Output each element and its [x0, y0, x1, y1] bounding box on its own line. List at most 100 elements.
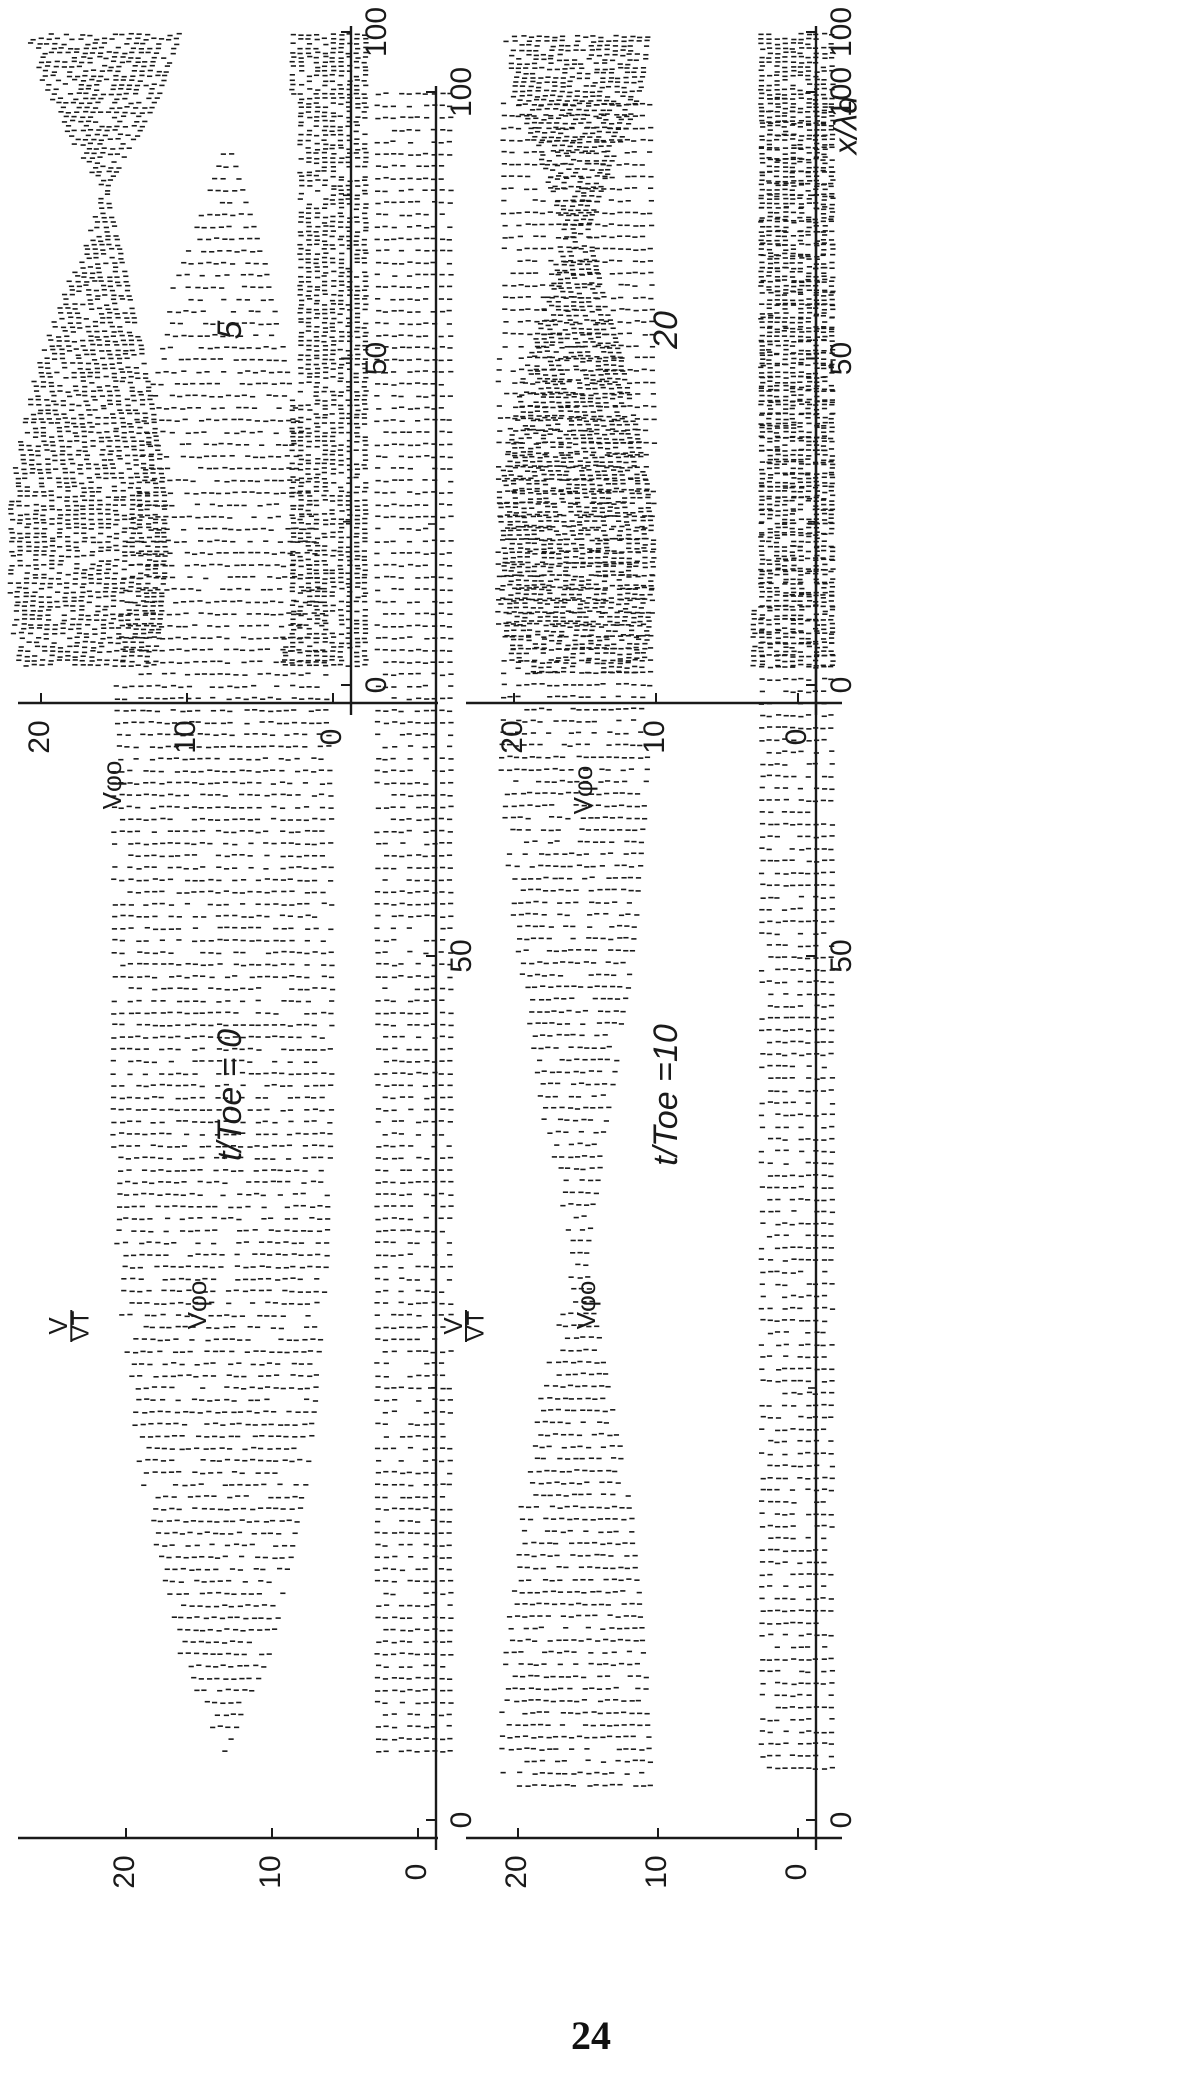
particle-dot: [183, 612, 189, 615]
particle-dot: [374, 903, 380, 905]
particle-dot: [254, 237, 260, 240]
particle-dot: [86, 467, 92, 470]
particle-dot: [54, 600, 60, 603]
particle-dot: [414, 601, 420, 603]
particle-dot: [144, 504, 151, 507]
particle-dot: [158, 383, 164, 386]
particle-dot: [391, 794, 397, 796]
particle-dot: [143, 422, 150, 425]
particle-dot: [50, 444, 56, 447]
particle-dot: [399, 1483, 405, 1486]
particle-dot: [98, 440, 105, 443]
particle-dot: [167, 987, 173, 990]
particle-dot: [161, 519, 167, 521]
particle-dot: [375, 1664, 382, 1667]
particle-dot: [167, 637, 174, 640]
particle-dot: [448, 758, 454, 760]
particle-dot: [231, 1133, 237, 1136]
particle-dot: [222, 1411, 228, 1413]
particle-dot: [100, 249, 106, 251]
particle-dot: [208, 1060, 214, 1062]
particle-dot: [80, 116, 86, 119]
y-tick-label: 0: [400, 1864, 433, 1881]
particle-dot: [423, 213, 429, 216]
particle-dot: [165, 1181, 172, 1183]
particle-dot: [205, 1605, 211, 1608]
particle-dot: [399, 528, 405, 530]
particle-dot: [446, 842, 453, 844]
particle-dot: [180, 1567, 186, 1570]
particle-dot: [267, 1448, 273, 1450]
particle-dot: [304, 892, 311, 894]
particle-dot: [287, 915, 293, 918]
particle-dot: [86, 618, 92, 621]
particle-dot: [399, 130, 405, 132]
particle-dot: [252, 371, 259, 374]
particle-dot: [75, 75, 81, 78]
particle-dot: [384, 783, 390, 785]
particle-dot: [103, 472, 109, 475]
particle-dot: [199, 1592, 205, 1595]
particle-dot: [160, 1313, 166, 1316]
particle-dot: [192, 927, 199, 929]
particle-dot: [280, 819, 286, 822]
particle-dot: [83, 400, 89, 403]
particle-dot: [65, 573, 71, 576]
particle-dot: [139, 112, 145, 114]
particle-dot: [447, 105, 453, 108]
particle-dot: [65, 505, 71, 507]
particle-dot: [304, 829, 311, 832]
particle-dot: [375, 177, 381, 180]
particle-dot: [407, 1338, 413, 1341]
particle-dot: [97, 111, 104, 113]
particle-dot: [414, 1580, 420, 1582]
particle-dot: [431, 1096, 437, 1099]
particle-dot: [150, 770, 156, 773]
particle-dot: [81, 499, 88, 502]
particle-dot: [414, 782, 421, 784]
particle-dot: [446, 710, 453, 713]
particle-dot: [131, 1230, 137, 1232]
particle-dot: [49, 563, 55, 565]
particle-dot: [424, 1157, 430, 1160]
particle-dot: [97, 651, 103, 654]
particle-dot: [218, 686, 224, 689]
particle-dot: [16, 500, 22, 503]
particle-dot: [163, 515, 169, 518]
particle-dot: [214, 782, 220, 784]
particle-dot: [47, 605, 53, 608]
particle-dot: [192, 781, 198, 784]
particle-dot: [248, 1593, 254, 1595]
particle-dot: [186, 710, 193, 712]
particle-dot: [91, 152, 97, 155]
particle-dot: [400, 1229, 406, 1232]
particle-dot: [256, 891, 262, 893]
particle-dot: [391, 238, 397, 241]
particle-dot: [328, 880, 334, 882]
particle-dot: [423, 1617, 429, 1619]
particle-dot: [168, 661, 174, 664]
particle-dot: [415, 648, 422, 651]
particle-dot: [210, 226, 216, 229]
particle-dot: [134, 540, 141, 543]
particle-dot: [121, 75, 127, 78]
particle-dot: [183, 1158, 189, 1160]
particle-dot: [162, 1579, 169, 1582]
particle-dot: [281, 395, 288, 397]
particle-dot: [230, 807, 237, 809]
particle-dot: [192, 916, 198, 918]
particle-dot: [220, 1664, 226, 1667]
particle-dot: [105, 526, 112, 529]
particle-dot: [215, 1097, 221, 1099]
particle-dot: [139, 444, 145, 446]
particle-dot: [125, 619, 131, 621]
particle-dot: [111, 476, 117, 479]
particle-dot: [214, 1156, 220, 1159]
particle-dot: [123, 721, 129, 724]
particle-dot: [157, 746, 163, 749]
particle-dot: [448, 685, 454, 687]
particle-dot: [199, 842, 205, 844]
particle-dot: [309, 1216, 315, 1219]
particle-dot: [243, 443, 250, 446]
particle-dot: [213, 1568, 219, 1571]
